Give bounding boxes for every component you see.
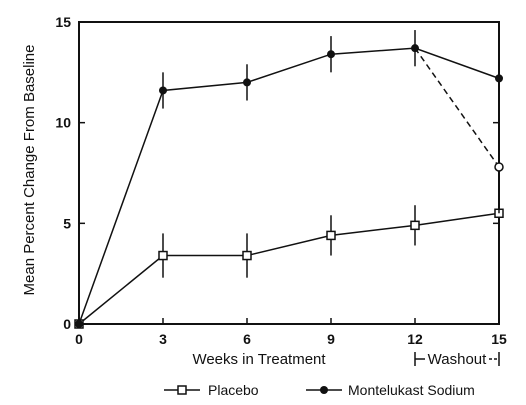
- y-axis-label: Mean Percent Change From Baseline: [21, 45, 38, 296]
- data-point: [327, 50, 335, 59]
- washout-annotation: Washout: [414, 351, 500, 368]
- legend-montelukast-label: Montelukast Sodium: [348, 382, 475, 398]
- legend-item-placebo: Placebo: [164, 382, 259, 398]
- washout-label: Washout: [428, 351, 487, 368]
- data-point: [75, 320, 83, 328]
- x-axis-label: Weeks in Treatment: [192, 351, 326, 368]
- series-2: [414, 47, 504, 214]
- data-point: [243, 78, 251, 87]
- series-line: [78, 212, 500, 325]
- legend-placebo-label: Placebo: [208, 382, 259, 398]
- x-tick-label: 0: [75, 331, 83, 347]
- x-ticks: 0 3 6 9 12 15: [75, 318, 507, 347]
- data-point: [494, 162, 504, 172]
- series-1: [75, 30, 503, 328]
- y-tick-label: 5: [63, 215, 71, 231]
- y-ticks: 0 5 10 15: [55, 14, 499, 332]
- data-point: [159, 86, 167, 95]
- data-point: [495, 74, 503, 83]
- series-line: [78, 47, 500, 325]
- y-tick-label: 15: [55, 14, 71, 30]
- legend-item-montelukast: Montelukast Sodium: [306, 382, 475, 398]
- x-tick-label: 9: [327, 331, 335, 347]
- plot-frame: [78, 21, 500, 325]
- x-tick-label: 12: [407, 331, 423, 347]
- x-tick-label: 15: [491, 331, 507, 347]
- data-point: [158, 250, 168, 261]
- x-tick-label: 6: [243, 331, 251, 347]
- data-point: [242, 250, 252, 261]
- legend-placebo-marker: [177, 385, 187, 395]
- series-layer: [74, 30, 504, 329]
- series-0: [74, 193, 504, 329]
- y-tick-label: 10: [55, 115, 71, 131]
- series-line: [414, 47, 500, 168]
- y-tick-label: 0: [63, 316, 71, 332]
- legend: Placebo Montelukast Sodium: [164, 382, 475, 398]
- legend-montelukast-marker: [320, 386, 328, 394]
- x-tick-label: 3: [159, 331, 167, 347]
- data-point: [326, 230, 336, 241]
- data-point: [410, 220, 420, 231]
